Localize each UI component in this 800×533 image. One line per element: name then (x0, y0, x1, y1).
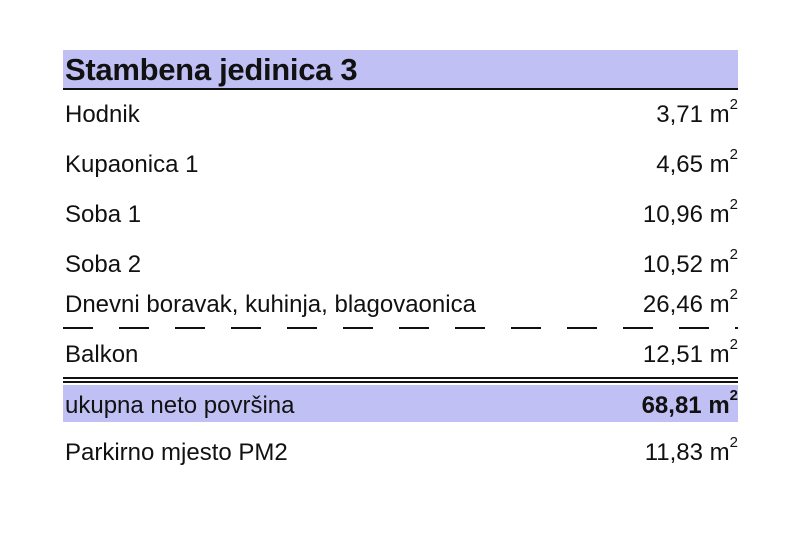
room-name: Balkon (65, 341, 139, 368)
room-area: 4,65 m2 (656, 146, 738, 178)
total-row: ukupna neto površina 68,81 m2 (65, 387, 738, 421)
room-name: Dnevni boravak, kuhinja, blagovaonica (65, 291, 476, 318)
room-area: 26,46 m2 (642, 286, 738, 318)
parking-row: Parkirno mjesto PM2 11,83 m2 (65, 434, 738, 468)
room-name: Soba 1 (65, 201, 142, 228)
table-row: Soba 1 10,96 m2 (65, 196, 738, 230)
room-name: Kupaonica 1 (65, 151, 199, 178)
room-area: 10,52 m2 (642, 246, 738, 278)
table-row: Dnevni boravak, kuhinja, blagovaonica 26… (65, 286, 738, 320)
room-name: Soba 2 (65, 251, 142, 278)
double-rule-top (63, 377, 738, 379)
room-area: 3,71 m2 (656, 96, 738, 128)
room-name: Hodnik (65, 101, 140, 128)
table-row: Kupaonica 1 4,65 m2 (65, 146, 738, 180)
parking-label: Parkirno mjesto PM2 (65, 439, 288, 466)
total-band (63, 385, 738, 422)
table-row: Balkon 12,51 m2 (65, 336, 738, 370)
total-label: ukupna neto površina (65, 392, 295, 419)
room-area: 12,51 m2 (642, 336, 738, 368)
dashed-separator (63, 327, 738, 329)
double-rule-bottom (63, 381, 738, 383)
table-row: Soba 2 10,52 m2 (65, 246, 738, 280)
title-underline (63, 88, 738, 90)
title-band (63, 50, 738, 88)
total-area: 68,81 m2 (641, 387, 738, 419)
page-title: Stambena jedinica 3 (65, 52, 358, 87)
parking-area: 11,83 m2 (644, 434, 738, 466)
room-area: 10,96 m2 (642, 196, 738, 228)
table-row: Hodnik 3,71 m2 (65, 96, 738, 130)
